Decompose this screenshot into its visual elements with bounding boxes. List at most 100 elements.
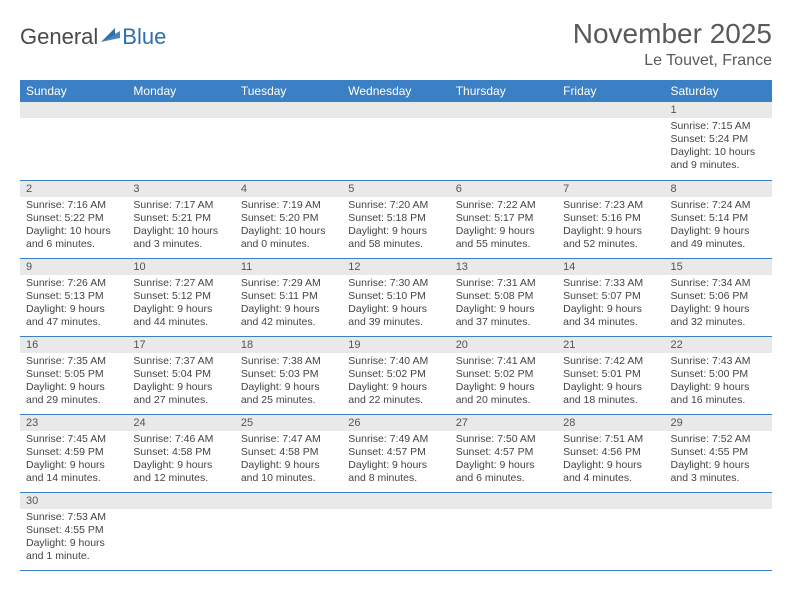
location: Le Touvet, France <box>573 52 772 70</box>
day-details: Sunrise: 7:50 AMSunset: 4:57 PMDaylight:… <box>450 431 557 490</box>
calendar-week-row: 1Sunrise: 7:15 AMSunset: 5:24 PMDaylight… <box>20 102 772 180</box>
day-number: 9 <box>20 259 127 275</box>
day-number: 14 <box>557 259 664 275</box>
calendar-day-cell: 10Sunrise: 7:27 AMSunset: 5:12 PMDayligh… <box>127 258 234 336</box>
day-number <box>665 493 772 509</box>
header: General Blue November 2025 Le Touvet, Fr… <box>20 18 772 70</box>
day-details: Sunrise: 7:47 AMSunset: 4:58 PMDaylight:… <box>235 431 342 490</box>
calendar-day-cell <box>557 102 664 180</box>
day-details: Sunrise: 7:52 AMSunset: 4:55 PMDaylight:… <box>665 431 772 490</box>
day-number: 29 <box>665 415 772 431</box>
day-details: Sunrise: 7:31 AMSunset: 5:08 PMDaylight:… <box>450 275 557 334</box>
calendar-day-cell <box>235 492 342 570</box>
day-number: 24 <box>127 415 234 431</box>
day-details: Sunrise: 7:19 AMSunset: 5:20 PMDaylight:… <box>235 197 342 256</box>
calendar-week-row: 16Sunrise: 7:35 AMSunset: 5:05 PMDayligh… <box>20 336 772 414</box>
day-details: Sunrise: 7:16 AMSunset: 5:22 PMDaylight:… <box>20 197 127 256</box>
day-number: 17 <box>127 337 234 353</box>
day-details: Sunrise: 7:35 AMSunset: 5:05 PMDaylight:… <box>20 353 127 412</box>
day-details: Sunrise: 7:17 AMSunset: 5:21 PMDaylight:… <box>127 197 234 256</box>
calendar-week-row: 2Sunrise: 7:16 AMSunset: 5:22 PMDaylight… <box>20 180 772 258</box>
calendar-day-cell: 1Sunrise: 7:15 AMSunset: 5:24 PMDaylight… <box>665 102 772 180</box>
calendar-day-cell: 27Sunrise: 7:50 AMSunset: 4:57 PMDayligh… <box>450 414 557 492</box>
day-details: Sunrise: 7:53 AMSunset: 4:55 PMDaylight:… <box>20 509 127 568</box>
day-details: Sunrise: 7:30 AMSunset: 5:10 PMDaylight:… <box>342 275 449 334</box>
day-number <box>342 102 449 118</box>
calendar-day-cell: 8Sunrise: 7:24 AMSunset: 5:14 PMDaylight… <box>665 180 772 258</box>
day-number <box>450 102 557 118</box>
calendar-day-cell: 2Sunrise: 7:16 AMSunset: 5:22 PMDaylight… <box>20 180 127 258</box>
day-details: Sunrise: 7:22 AMSunset: 5:17 PMDaylight:… <box>450 197 557 256</box>
calendar-day-cell <box>235 102 342 180</box>
calendar-day-cell <box>342 102 449 180</box>
day-number <box>557 102 664 118</box>
day-number: 1 <box>665 102 772 118</box>
calendar-day-cell: 3Sunrise: 7:17 AMSunset: 5:21 PMDaylight… <box>127 180 234 258</box>
day-number: 19 <box>342 337 449 353</box>
calendar-week-row: 30Sunrise: 7:53 AMSunset: 4:55 PMDayligh… <box>20 492 772 570</box>
month-title: November 2025 <box>573 18 772 50</box>
day-number: 27 <box>450 415 557 431</box>
flag-icon <box>101 24 121 50</box>
calendar-day-cell <box>127 102 234 180</box>
calendar-day-cell: 23Sunrise: 7:45 AMSunset: 4:59 PMDayligh… <box>20 414 127 492</box>
day-details: Sunrise: 7:34 AMSunset: 5:06 PMDaylight:… <box>665 275 772 334</box>
day-number <box>557 493 664 509</box>
day-number: 25 <box>235 415 342 431</box>
calendar-day-cell: 17Sunrise: 7:37 AMSunset: 5:04 PMDayligh… <box>127 336 234 414</box>
day-number: 4 <box>235 181 342 197</box>
day-number: 6 <box>450 181 557 197</box>
calendar-day-cell: 19Sunrise: 7:40 AMSunset: 5:02 PMDayligh… <box>342 336 449 414</box>
calendar-day-cell: 6Sunrise: 7:22 AMSunset: 5:17 PMDaylight… <box>450 180 557 258</box>
day-number: 3 <box>127 181 234 197</box>
day-number: 16 <box>20 337 127 353</box>
weekday-header: Monday <box>127 80 234 102</box>
calendar-day-cell <box>450 492 557 570</box>
calendar-day-cell <box>342 492 449 570</box>
day-number: 23 <box>20 415 127 431</box>
calendar-day-cell: 16Sunrise: 7:35 AMSunset: 5:05 PMDayligh… <box>20 336 127 414</box>
calendar-day-cell: 14Sunrise: 7:33 AMSunset: 5:07 PMDayligh… <box>557 258 664 336</box>
weekday-header: Saturday <box>665 80 772 102</box>
day-details: Sunrise: 7:49 AMSunset: 4:57 PMDaylight:… <box>342 431 449 490</box>
weekday-header: Sunday <box>20 80 127 102</box>
day-number: 7 <box>557 181 664 197</box>
logo-text-1: General <box>20 24 98 50</box>
calendar-day-cell: 24Sunrise: 7:46 AMSunset: 4:58 PMDayligh… <box>127 414 234 492</box>
day-number: 22 <box>665 337 772 353</box>
day-details: Sunrise: 7:33 AMSunset: 5:07 PMDaylight:… <box>557 275 664 334</box>
day-details: Sunrise: 7:20 AMSunset: 5:18 PMDaylight:… <box>342 197 449 256</box>
day-number: 13 <box>450 259 557 275</box>
weekday-header: Tuesday <box>235 80 342 102</box>
day-details: Sunrise: 7:37 AMSunset: 5:04 PMDaylight:… <box>127 353 234 412</box>
day-number: 30 <box>20 493 127 509</box>
weekday-header: Wednesday <box>342 80 449 102</box>
calendar-day-cell: 30Sunrise: 7:53 AMSunset: 4:55 PMDayligh… <box>20 492 127 570</box>
calendar-day-cell <box>557 492 664 570</box>
day-number: 11 <box>235 259 342 275</box>
calendar-day-cell: 12Sunrise: 7:30 AMSunset: 5:10 PMDayligh… <box>342 258 449 336</box>
day-number: 28 <box>557 415 664 431</box>
title-block: November 2025 Le Touvet, France <box>573 18 772 70</box>
day-details: Sunrise: 7:51 AMSunset: 4:56 PMDaylight:… <box>557 431 664 490</box>
day-number <box>127 493 234 509</box>
day-number: 15 <box>665 259 772 275</box>
day-details: Sunrise: 7:27 AMSunset: 5:12 PMDaylight:… <box>127 275 234 334</box>
calendar-day-cell: 4Sunrise: 7:19 AMSunset: 5:20 PMDaylight… <box>235 180 342 258</box>
day-number <box>342 493 449 509</box>
calendar-day-cell: 22Sunrise: 7:43 AMSunset: 5:00 PMDayligh… <box>665 336 772 414</box>
calendar-day-cell: 15Sunrise: 7:34 AMSunset: 5:06 PMDayligh… <box>665 258 772 336</box>
day-details: Sunrise: 7:45 AMSunset: 4:59 PMDaylight:… <box>20 431 127 490</box>
weekday-header: Thursday <box>450 80 557 102</box>
day-number <box>235 102 342 118</box>
day-number <box>20 102 127 118</box>
calendar-day-cell <box>450 102 557 180</box>
calendar-body: 1Sunrise: 7:15 AMSunset: 5:24 PMDaylight… <box>20 102 772 570</box>
weekday-header: Friday <box>557 80 664 102</box>
day-details: Sunrise: 7:26 AMSunset: 5:13 PMDaylight:… <box>20 275 127 334</box>
calendar-day-cell <box>665 492 772 570</box>
calendar-week-row: 23Sunrise: 7:45 AMSunset: 4:59 PMDayligh… <box>20 414 772 492</box>
day-number: 5 <box>342 181 449 197</box>
day-number: 2 <box>20 181 127 197</box>
day-number: 8 <box>665 181 772 197</box>
